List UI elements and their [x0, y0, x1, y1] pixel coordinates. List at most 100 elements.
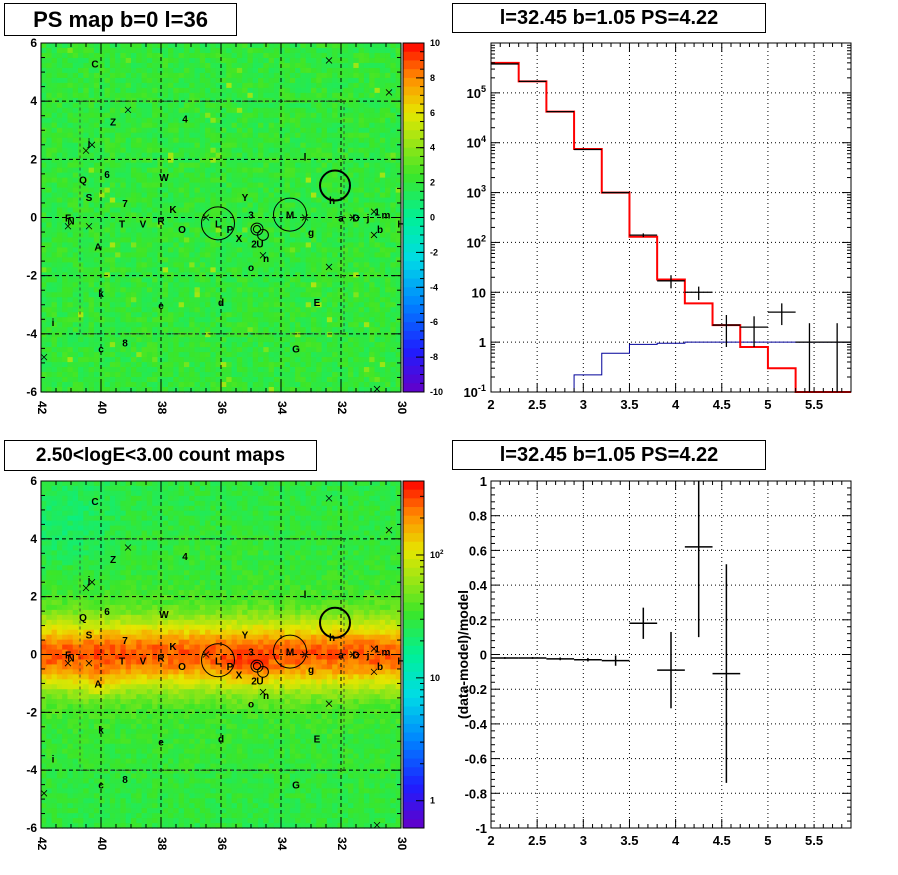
source-label: D [352, 651, 359, 662]
source-label: Y [242, 193, 249, 204]
spectrum-title: l=32.45 b=1.05 PS=4.22 [452, 3, 766, 33]
colorbar-cell [403, 182, 424, 192]
colorbar-cell [403, 86, 424, 96]
colorbar-cell [403, 758, 424, 768]
colorbar-cell [403, 208, 424, 218]
source-label: V [140, 656, 147, 667]
count_map-ticks [40, 480, 402, 829]
x-tick-label: 36 [215, 401, 229, 415]
x-tick-label: 32 [335, 837, 349, 851]
source-cross [325, 700, 333, 707]
source-label: Q [79, 613, 87, 624]
x-tick-label: 2.5 [528, 833, 546, 848]
y-tick-label: 0 [30, 648, 37, 662]
source-cross [85, 659, 93, 667]
colorbar-cell [403, 645, 424, 656]
colorbar-cell [403, 550, 424, 560]
colorbar-cell [403, 498, 424, 508]
colorbar-cell [403, 585, 424, 595]
source-label: U [256, 677, 263, 688]
source-label: U [256, 240, 263, 251]
colorbar-tick-label: 0 [430, 213, 435, 223]
x-tick-label: 5.5 [805, 397, 823, 412]
source-label: k [98, 289, 104, 300]
source-cross [64, 222, 72, 230]
colorbar-tick-label: -4 [430, 282, 438, 292]
colorbar-cell [403, 810, 424, 820]
y-tick-label: 103 [466, 184, 486, 201]
ps_map-colorbar: -10 -8 -6 -4 -2 0 2 4 6 8 10 [402, 38, 443, 397]
source-label: 1 [374, 645, 380, 656]
colorbar-cell [403, 654, 424, 664]
source-cross [349, 214, 357, 221]
spectrum-panel: 2 2.5 3 3.5 4 4.5 5 5.5 10-1 1 10 102 103 104 105 [463, 42, 852, 412]
colorbar-tick-label: 4 [430, 143, 435, 153]
colorbar-tick-label: 10 [430, 38, 440, 48]
source-cross [259, 252, 267, 259]
colorbar-cell [403, 43, 424, 53]
colorbar-cell [403, 680, 424, 690]
colorbar-cell [403, 602, 424, 612]
source-cross [325, 263, 333, 271]
colorbar-cell [403, 374, 424, 384]
source-cross [124, 544, 132, 551]
source-label: l [304, 152, 307, 163]
source-label: d [218, 734, 224, 745]
source-cross [325, 57, 333, 64]
colorbar-cell [403, 524, 424, 534]
source-label: e [158, 737, 164, 748]
source-cross [40, 353, 48, 361]
colorbar-cell [403, 489, 424, 499]
y-tick-label: 1 [480, 474, 487, 489]
x-tick-label: 3.5 [620, 833, 638, 848]
source-label: c [98, 781, 104, 792]
colorbar-tick-label: 6 [430, 108, 435, 118]
source-label: D [352, 214, 359, 225]
colorbar-cell [403, 51, 424, 61]
y-tick-label: 1 [479, 335, 486, 350]
residual-title: l=32.45 b=1.05 PS=4.22 [452, 440, 766, 470]
y-tick-label: -6 [26, 821, 37, 835]
y-axis-label: (data-model)/model [455, 590, 471, 719]
residual-points [491, 481, 741, 783]
colorbar-cell [403, 541, 424, 551]
source-cross [40, 790, 48, 797]
colorbar-cell [403, 637, 424, 647]
source-cross [124, 106, 132, 114]
y-tick-label: 4 [30, 532, 37, 546]
source-label: i [52, 755, 55, 766]
source-label: 7 [122, 636, 128, 647]
source-label: T [119, 656, 125, 667]
source-circle [273, 197, 307, 232]
source-label: 7 [122, 199, 128, 210]
colorbar-cell [403, 365, 424, 376]
residual-ticks [490, 480, 852, 829]
colorbar-tick-label: -2 [430, 247, 438, 257]
colorbar-cell [403, 243, 424, 253]
source-cross [370, 208, 378, 215]
source-label: P [227, 225, 234, 236]
colorbar-cell [403, 217, 424, 227]
colorbar-cell [403, 330, 424, 341]
source-label: V [140, 219, 147, 230]
source-label: L [215, 219, 221, 230]
colorbar-cell [403, 706, 424, 716]
y-tick-label: -2 [26, 269, 37, 283]
x-tick-label: 42 [35, 401, 49, 415]
source-label: W [159, 610, 169, 621]
source-cross [385, 89, 393, 96]
colorbar-tick-label: 10 [430, 673, 440, 683]
y-tick-label: 102 [466, 234, 486, 251]
source-label: 2 [251, 677, 257, 688]
source-circle [201, 643, 235, 678]
x-tick-label: 34 [275, 837, 289, 851]
count_map-colorbar: 1 10 102 [402, 480, 444, 829]
y-tick-label: 0.8 [469, 509, 487, 524]
source-label: X [236, 234, 243, 245]
source-circle [319, 606, 351, 639]
count-map-title: 2.50<logE<3.00 count maps [4, 440, 317, 471]
x-tick-label: 2.5 [528, 397, 546, 412]
source-cross [301, 651, 309, 658]
